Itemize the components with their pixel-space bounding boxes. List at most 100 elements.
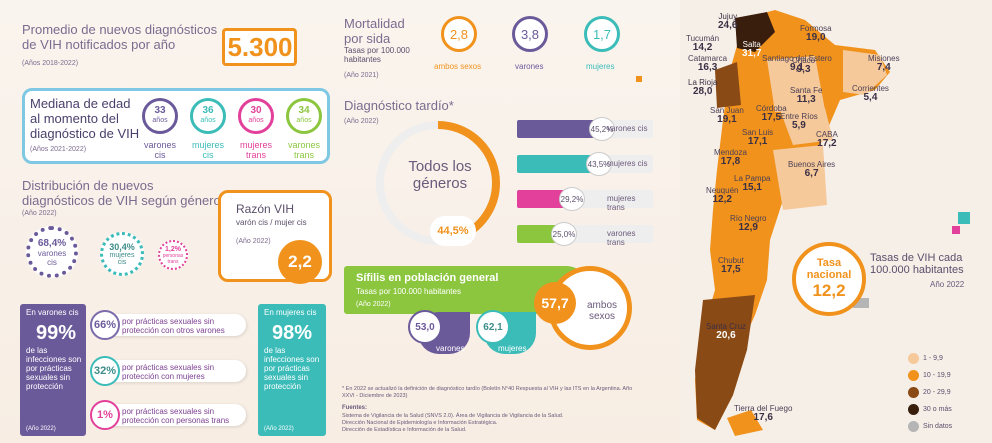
- pill-mujeres-text: por prácticas sexuales sin protección co…: [122, 363, 215, 381]
- map-province-name-14: San Luis: [742, 128, 774, 137]
- mediana-circle-2: 30 años: [238, 98, 274, 134]
- map-province-name-4: Catamarca: [688, 54, 728, 63]
- map-province-value-11: 19,1: [717, 114, 737, 125]
- mapa-title: Tasas de VIH cada 100.000 habitantes: [870, 252, 964, 276]
- map-province-value-14: 17,1: [747, 136, 768, 147]
- map-province-value-4: 16,3: [697, 62, 718, 73]
- map-province-value-10: 5,4: [863, 92, 878, 103]
- varones-intro: En varones cis: [26, 308, 79, 317]
- sifilis-title: Sífilis en población general: [356, 272, 499, 284]
- map-province-name-9: Santa Fe: [790, 86, 823, 95]
- sifilis-mujeres-value: 62,1: [476, 310, 510, 344]
- map-province-value-19: 12,2: [712, 194, 732, 205]
- mediana-unit-1: años: [200, 117, 216, 124]
- map-province-20: Río Negro 12,9: [730, 214, 766, 233]
- map-legend: 1 - 9,9 10 - 19,9 20 - 29,9 30 o más Sin dat…: [908, 350, 952, 435]
- mortalidad-ambos-value: 2,8: [441, 16, 477, 52]
- map-province-value-16: 17,8: [720, 156, 741, 167]
- mortalidad-subtitle: Tasas por 100.000 habitantes: [344, 46, 410, 64]
- tardio-bar-varones: 45,2% varones cis: [517, 117, 653, 141]
- map-province-value-18: 15,1: [742, 182, 762, 193]
- mediana-box: [22, 88, 330, 164]
- razon-title: Razón VIH: [236, 202, 295, 216]
- map-province-value-23: 17,6: [753, 412, 773, 423]
- promedio-years: (Años 2018-2022): [22, 60, 79, 67]
- tardio-bar-varones-trans-pct: 25,0%: [551, 222, 577, 246]
- map-province-name-12: Córdoba: [756, 104, 787, 113]
- map-santiago: [767, 56, 825, 112]
- map-santa-cruz: [695, 295, 755, 430]
- sifilis-varones-label: varones: [436, 344, 465, 353]
- map-province-name-19: Neuquén: [706, 186, 739, 195]
- tardio-bar-mujeres-label: mujeres cis: [607, 159, 648, 168]
- tardio-center: Todos los géneros: [408, 158, 472, 192]
- sifilis-total-label: ambos sexos: [586, 300, 617, 322]
- tardio-bar-mujeres-trans-label: mujeres trans: [607, 194, 636, 212]
- promedio-value: 5.300: [227, 32, 293, 62]
- map-province-value-22: 20,6: [716, 330, 736, 341]
- tardio-bar-varones-pct: 45,2%: [589, 117, 615, 141]
- legend-label-3: 30 o más: [923, 406, 952, 413]
- sifilis-mujeres-label: mujeres: [498, 344, 527, 353]
- tardio-year: (Año 2022): [344, 118, 379, 125]
- map-province-13: Entre Ríos 5,9: [780, 112, 818, 131]
- mediana-value-3: 34: [298, 105, 310, 116]
- map-province-15: CABA 17,2: [816, 130, 838, 149]
- deco-square-pink: [952, 226, 960, 234]
- map-province-value-12: 17,5: [761, 112, 782, 123]
- tardio-total: 44,5%: [430, 216, 476, 246]
- dist-mujeres-label: mujeres cis: [109, 252, 135, 266]
- varones-text: de las infecciones son por prácticas sex…: [26, 346, 82, 391]
- map-province-name-17: Buenos Aires: [788, 160, 836, 169]
- mediana-value-0: 33: [154, 105, 166, 116]
- map-province-name-8: La Rioja: [688, 78, 718, 87]
- mujeres-intro: En mujeres cis: [264, 308, 317, 317]
- mediana-years: (Años 2021-2022): [30, 146, 87, 153]
- map-province-name-7: Misiones: [868, 54, 900, 63]
- map-province-11: San Juan 19,1: [710, 106, 744, 125]
- legend-item-4: Sin datos: [908, 418, 952, 435]
- map-province-4: Catamarca 16,3: [688, 54, 728, 73]
- tardio-bar-mujeres-trans: 29,2% mujeres trans: [517, 187, 653, 212]
- map-province-16: Mendoza 17,8: [714, 148, 747, 167]
- map-province-23: Tierra del Fuego 17,6: [734, 404, 792, 423]
- map-province-21: Chubut 17,5: [718, 256, 744, 275]
- map-province-14: San Luis 17,1: [742, 128, 774, 147]
- distribucion-year: (Año 2022): [22, 210, 57, 217]
- mediana-value-2: 30: [250, 105, 262, 116]
- map-province-value-20: 12,9: [738, 222, 758, 233]
- tasa-nacional-ring: Tasa nacional 12,2: [792, 242, 866, 316]
- dist-trans-ring: 1,2% personas trans: [158, 240, 188, 270]
- pill-mujeres: 32% por prácticas sexuales sin protección…: [90, 356, 246, 386]
- sifilis-varones-value: 53,0: [408, 310, 442, 344]
- fuente-1: Sistema de Vigilancia de la Salud (SNVS …: [342, 413, 564, 419]
- dist-varones-value: 68,4%: [37, 237, 67, 249]
- legend-item-0: 1 - 9,9: [908, 350, 952, 367]
- map-province-value-15: 17,2: [817, 138, 837, 149]
- tardio-bar-varones-trans: 25,0% varones trans: [517, 222, 653, 247]
- tardio-bar-varones-trans-label: varones trans: [607, 229, 636, 247]
- map-province-name-1: Formosa: [800, 24, 832, 33]
- map-province-value-7: 7,4: [876, 62, 891, 73]
- pill-otros-varones-text: por prácticas sexuales sin protección co…: [122, 317, 225, 335]
- map-province-value-1: 19,0: [806, 32, 826, 43]
- sifilis-subtitle: Tasas por 100.000 habitantes: [356, 287, 461, 296]
- fuente-3: Dirección de Estadística e Información d…: [342, 427, 467, 433]
- map-province-value-0: 24,6: [718, 20, 738, 31]
- map-province-22: Santa Cruz 20,6: [706, 322, 746, 341]
- tardio-title: Diagnóstico tardío*: [344, 98, 454, 113]
- map-province-value-21: 17,5: [721, 264, 741, 275]
- legend-swatch-1: [908, 369, 919, 381]
- deco-square-teal: [958, 212, 970, 224]
- map-province-name-16: Mendoza: [714, 148, 747, 157]
- map-province-value-3: 31,7: [742, 48, 762, 59]
- mediana-label-3: varones trans: [287, 140, 321, 160]
- mujeres-value: 98%: [272, 322, 313, 344]
- map-province-name-2: Tucumán: [686, 34, 720, 43]
- razon-year: (Año 2022): [236, 238, 271, 245]
- mujeres-year: (Año 2022): [264, 426, 294, 432]
- mediana-unit-3: años: [296, 117, 312, 124]
- mortalidad-varones-label: varones: [515, 62, 544, 71]
- pill-mujeres-pct: 32%: [90, 356, 120, 386]
- promedio-title: Promedio de nuevos diagnósticos de VIH n…: [22, 22, 218, 52]
